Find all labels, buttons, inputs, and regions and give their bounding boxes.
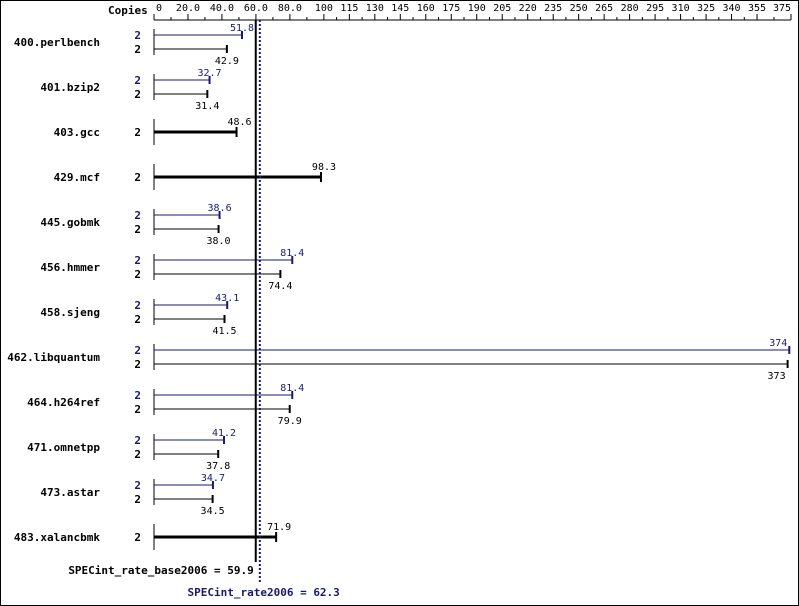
base-value-label: 41.5 bbox=[212, 326, 236, 337]
copies-header: Copies bbox=[108, 4, 148, 17]
benchmark-name: 429.mcf bbox=[54, 171, 100, 184]
x-tick-label: 375 bbox=[773, 3, 791, 14]
peak-mean-label: SPECint_rate2006 = 62.3 bbox=[187, 586, 339, 599]
benchmark-row: 464.h264ref 22 81.4 79.9 bbox=[27, 383, 304, 427]
x-tick-label: 40.0 bbox=[210, 3, 234, 14]
x-tick-label: 130 bbox=[366, 3, 384, 14]
peak-value-label: 41.2 bbox=[212, 428, 236, 439]
base-copies-label: 2 bbox=[134, 493, 141, 506]
x-tick-label: 325 bbox=[697, 3, 715, 14]
base-copies-label: 2 bbox=[134, 358, 141, 371]
x-tick-label: 80.0 bbox=[278, 3, 302, 14]
base-value-label: 37.8 bbox=[206, 461, 230, 472]
base-value-label: 34.5 bbox=[201, 506, 225, 517]
benchmark-row: 445.gobmk 22 38.6 38.0 bbox=[40, 203, 231, 247]
x-tick-label: 100 bbox=[315, 3, 333, 14]
combined-value-label: 48.6 bbox=[228, 117, 252, 128]
benchmark-name: 400.perlbench bbox=[14, 36, 100, 49]
peak-copies-label: 2 bbox=[134, 74, 141, 87]
base-copies-label: 2 bbox=[134, 88, 141, 101]
x-tick-label: 20.0 bbox=[176, 3, 200, 14]
peak-copies-label: 2 bbox=[134, 479, 141, 492]
x-tick-label: 175 bbox=[442, 3, 460, 14]
peak-value-label: 81.4 bbox=[280, 248, 304, 259]
benchmark-row: 401.bzip2 22 32.7 31.4 bbox=[40, 68, 221, 112]
x-tick-label: 250 bbox=[570, 3, 588, 14]
base-value-label: 42.9 bbox=[215, 56, 239, 67]
benchmark-name: 462.libquantum bbox=[7, 351, 100, 364]
benchmark-row: 400.perlbench 22 51.8 42.9 bbox=[14, 23, 254, 67]
peak-copies-label: 2 bbox=[134, 389, 141, 402]
x-tick-label: 160 bbox=[417, 3, 435, 14]
benchmark-row: 403.gcc 2 48.6 bbox=[54, 117, 252, 145]
x-axis: 0 20.0 40.0 60.0 80.0 100 115 130 145 160 175 190 20… bbox=[153, 3, 792, 21]
x-tick-label: 355 bbox=[748, 3, 766, 14]
peak-copies-label: 2 bbox=[134, 299, 141, 312]
benchmark-name: 445.gobmk bbox=[40, 216, 100, 229]
benchmark-rows: 400.perlbench2251.842.9401.bzip22232.731… bbox=[7, 23, 791, 550]
peak-copies-label: 2 bbox=[134, 29, 141, 42]
copies-label: 2 bbox=[134, 126, 141, 139]
x-tick-label: 235 bbox=[544, 3, 562, 14]
x-tick-label: 190 bbox=[468, 3, 486, 14]
base-mean-label: SPECint_rate_base2006 = 59.9 bbox=[68, 564, 253, 577]
benchmark-row: 471.omnetpp 22 41.2 37.8 bbox=[27, 428, 236, 472]
x-tick-label: 0 bbox=[156, 3, 162, 14]
base-copies-label: 2 bbox=[134, 268, 141, 281]
peak-value-label: 32.7 bbox=[197, 68, 221, 79]
peak-copies-label: 2 bbox=[134, 254, 141, 267]
benchmark-name: 471.omnetpp bbox=[27, 441, 100, 454]
x-tick-label: 145 bbox=[391, 3, 409, 14]
x-tick-label: 280 bbox=[621, 3, 639, 14]
base-copies-label: 2 bbox=[134, 403, 141, 416]
peak-copies-label: 2 bbox=[134, 434, 141, 447]
x-tick-label: 60.0 bbox=[244, 3, 268, 14]
peak-value-label: 38.6 bbox=[208, 203, 232, 214]
base-value-label: 38.0 bbox=[207, 236, 231, 247]
peak-value-label: 81.4 bbox=[280, 383, 304, 394]
combined-value-label: 71.9 bbox=[267, 522, 291, 533]
benchmark-row: 429.mcf 2 98.3 bbox=[54, 162, 336, 190]
x-tick-label: 220 bbox=[519, 3, 537, 14]
benchmark-row: 458.sjeng 22 43.1 41.5 bbox=[40, 293, 239, 337]
base-value-label: 31.4 bbox=[195, 101, 219, 112]
x-tick-label: 265 bbox=[595, 3, 613, 14]
peak-value-label: 43.1 bbox=[215, 293, 239, 304]
x-tick-label: 205 bbox=[493, 3, 511, 14]
benchmark-row: 456.hmmer 22 81.4 74.4 bbox=[40, 248, 304, 292]
benchmark-name: 456.hmmer bbox=[40, 261, 100, 274]
combined-value-label: 98.3 bbox=[312, 162, 336, 173]
benchmark-name: 483.xalancbmk bbox=[14, 531, 100, 544]
peak-value-label: 374 bbox=[769, 338, 787, 349]
peak-copies-label: 2 bbox=[134, 209, 141, 222]
benchmark-name: 458.sjeng bbox=[40, 306, 100, 319]
benchmark-name: 473.astar bbox=[40, 486, 100, 499]
base-copies-label: 2 bbox=[134, 223, 141, 236]
peak-value-label: 51.8 bbox=[230, 23, 254, 34]
x-tick-label: 310 bbox=[672, 3, 690, 14]
copies-label: 2 bbox=[134, 531, 141, 544]
benchmark-name: 403.gcc bbox=[54, 126, 100, 139]
benchmark-row: 473.astar 22 34.7 34.5 bbox=[40, 473, 225, 517]
base-value-label: 79.9 bbox=[278, 416, 302, 427]
benchmark-name: 401.bzip2 bbox=[40, 81, 100, 94]
peak-copies-label: 2 bbox=[134, 344, 141, 357]
x-tick-label: 115 bbox=[340, 3, 358, 14]
base-copies-label: 2 bbox=[134, 313, 141, 326]
mean-lines: SPECint_rate_base2006 = 59.9 SPECint_rate… bbox=[68, 20, 340, 599]
base-copies-label: 2 bbox=[134, 43, 141, 56]
copies-label: 2 bbox=[134, 171, 141, 184]
x-tick-label: 295 bbox=[646, 3, 664, 14]
benchmark-name: 464.h264ref bbox=[27, 396, 100, 409]
x-tick-label: 340 bbox=[723, 3, 741, 14]
base-copies-label: 2 bbox=[134, 448, 141, 461]
base-value-label: 74.4 bbox=[268, 281, 292, 292]
base-value-label: 373 bbox=[768, 371, 786, 382]
peak-value-label: 34.7 bbox=[201, 473, 225, 484]
